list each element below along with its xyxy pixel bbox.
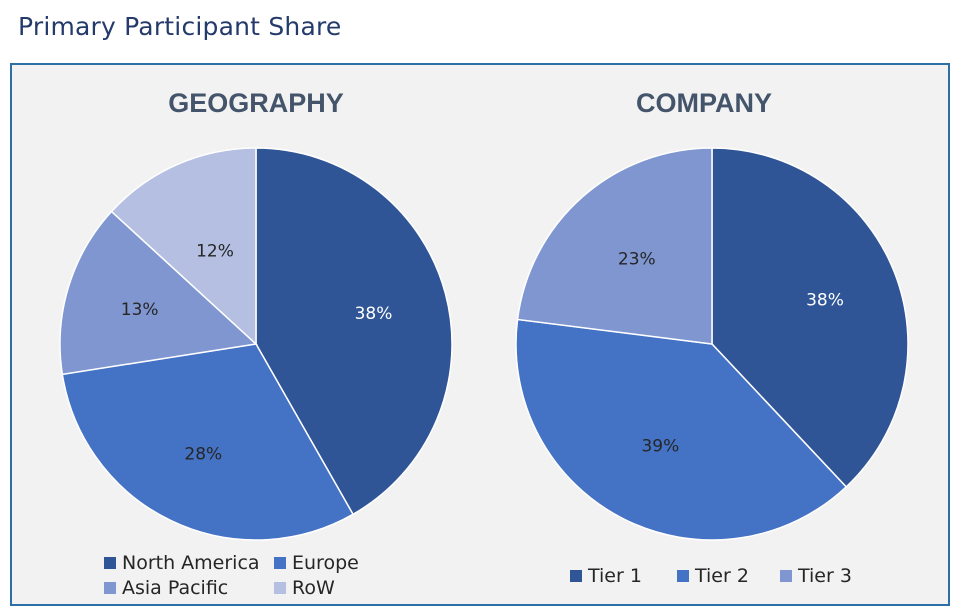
legend-swatch — [104, 582, 116, 594]
data-label-tier-3: 23% — [618, 250, 656, 270]
data-label-tier-2: 39% — [641, 436, 679, 456]
legend-item-row: RoW — [274, 577, 335, 599]
charts-panel: GEOGRAPHY 38% 28% 13% 12% COMPANY 38% 39% 23%… — [10, 63, 950, 606]
geography-pie-chart: GEOGRAPHY 38% 28% 13% 12% — [59, 88, 453, 541]
legend-item-tier-2: Tier 2 — [677, 565, 749, 587]
legend-label: Asia Pacific — [122, 577, 229, 599]
legend-item-europe: Europe — [274, 552, 359, 574]
page-title: Primary Participant Share — [18, 12, 342, 41]
legend-swatch — [274, 557, 286, 569]
pie-slice-tier-3 — [516, 147, 713, 345]
company-chart-title: COMPANY — [636, 88, 772, 118]
pie-slice-tier-2 — [515, 318, 848, 541]
legend-swatch — [677, 570, 689, 582]
pie-slice-asia-pacific — [59, 210, 258, 376]
legend-label: North America — [122, 552, 260, 574]
legend-label: Tier 2 — [695, 565, 749, 587]
pie-slice-tier-1 — [711, 147, 909, 488]
legend-swatch — [570, 570, 582, 582]
company-legend: Tier 1 Tier 2 Tier 3 — [570, 565, 890, 595]
legend-label: Tier 1 — [588, 565, 642, 587]
geography-legend: North America Europe Asia Pacific RoW — [104, 552, 404, 602]
geography-chart-title: GEOGRAPHY — [168, 88, 344, 118]
pie-slice-row — [110, 147, 257, 346]
data-label-europe: 28% — [184, 444, 222, 464]
data-label-north-america: 38% — [355, 304, 393, 324]
data-label-asia-pacific: 13% — [121, 300, 159, 320]
legend-item-asia-pacific: Asia Pacific — [104, 577, 228, 599]
pie-slice-north-america — [255, 147, 453, 516]
data-label-tier-1: 38% — [806, 290, 844, 310]
legend-swatch — [104, 557, 116, 569]
legend-swatch — [780, 570, 792, 582]
company-pie-chart: COMPANY 38% 39% 23% — [515, 88, 909, 541]
legend-swatch — [274, 582, 286, 594]
legend-item-tier-3: Tier 3 — [780, 565, 852, 587]
legend-label: RoW — [292, 577, 335, 599]
legend-label: Tier 3 — [798, 565, 852, 587]
pie-slice-europe — [61, 343, 355, 541]
legend-item-north-america: North America — [104, 552, 260, 574]
data-label-row: 12% — [196, 242, 234, 262]
legend-item-tier-1: Tier 1 — [570, 565, 642, 587]
legend-label: Europe — [292, 552, 359, 574]
